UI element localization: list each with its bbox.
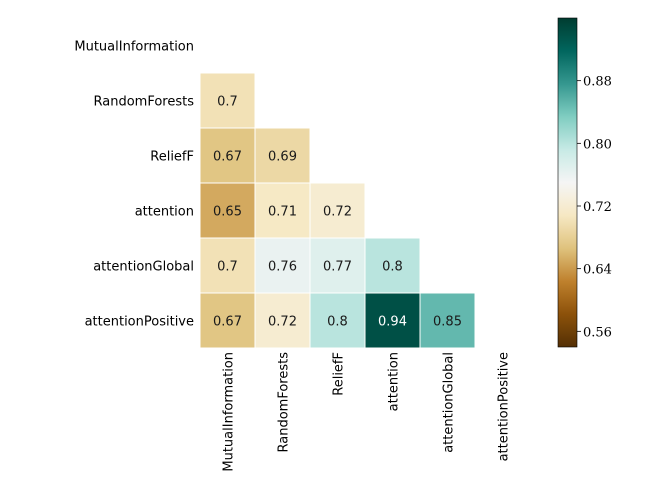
colorbar-tick-label: 0.56: [583, 325, 612, 340]
cell-value-label: 0.85: [433, 315, 462, 330]
cell-value-label: 0.72: [323, 205, 352, 220]
row-label-attention-positive: attentionPositive: [85, 315, 194, 330]
colorbar-tick-label: 0.72: [583, 200, 612, 215]
colorbar-tick-label: 0.64: [583, 263, 612, 278]
row-labels: MutualInformation RandomForests ReliefF att…: [74, 40, 194, 330]
row-label-attention-global: attentionGlobal: [93, 260, 194, 275]
heatmap-cell: [309, 292, 366, 349]
cell-value-label: 0.77: [323, 260, 352, 275]
heatmap-cell: [419, 292, 476, 349]
heatmap-cells: 0.7 0.67 0.69 0.65 0.71 0.72 0.7 0.76 0.77 0.8 0.6…: [199, 72, 476, 349]
row-label-attention: attention: [135, 205, 194, 220]
colorbar: 0.56 0.64 0.72 0.80 0.88: [557, 17, 612, 348]
cell-value-label: 0.67: [213, 150, 242, 165]
colorbar-gradient: [557, 17, 578, 348]
heatmap-cell: [254, 292, 311, 349]
colorbar-tick-label: 0.88: [583, 75, 612, 90]
column-label-attention: attention: [387, 352, 402, 411]
cell-value-label: 0.72: [268, 315, 297, 330]
cell-value-label: 0.65: [213, 205, 242, 220]
cell-value-label: 0.7: [217, 260, 238, 275]
heatmap-cell: [309, 182, 366, 239]
row-label-random-forests: RandomForests: [94, 95, 195, 110]
cell-value-label: 0.69: [268, 150, 297, 165]
colorbar-tick-label: 0.80: [583, 137, 612, 152]
column-label-attention-positive: attentionPositive: [497, 352, 512, 461]
cell-value-label: 0.7: [217, 95, 238, 110]
heatmap-cell: [199, 72, 256, 129]
cell-value-label: 0.8: [327, 315, 348, 330]
heatmap-cell: [254, 127, 311, 184]
heatmap-cell: [364, 292, 421, 349]
row-label-mutual-information: MutualInformation: [74, 40, 194, 55]
heatmap-cell: [254, 237, 311, 294]
column-label-random-forests: RandomForests: [277, 352, 292, 453]
heatmap-cell: [199, 127, 256, 184]
cell-value-label: 0.94: [378, 315, 407, 330]
cell-value-label: 0.71: [268, 205, 297, 220]
cell-value-label: 0.67: [213, 315, 242, 330]
column-label-relief-f: ReliefF: [332, 352, 347, 396]
column-label-attention-global: attentionGlobal: [442, 352, 457, 453]
cell-value-label: 0.8: [382, 260, 403, 275]
column-label-mutual-information: MutualInformation: [222, 352, 237, 472]
column-labels: MutualInformation RandomForests ReliefF att…: [222, 352, 512, 472]
heatmap-cell: [364, 237, 421, 294]
cell-value-label: 0.76: [268, 260, 297, 275]
row-label-relief-f: ReliefF: [150, 150, 194, 165]
